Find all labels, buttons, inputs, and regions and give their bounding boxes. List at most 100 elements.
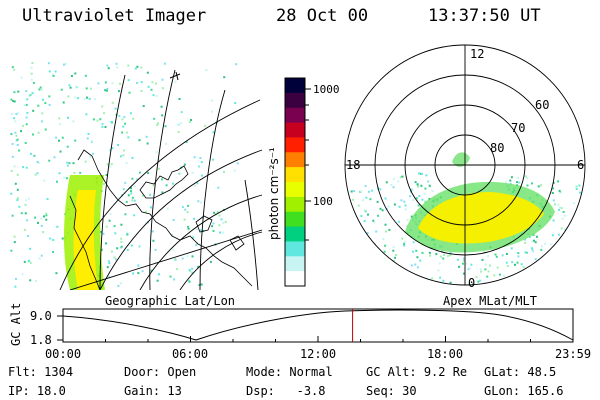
speckle-dot xyxy=(25,199,28,202)
speckle-dot xyxy=(10,169,13,172)
speckle-dot xyxy=(27,235,30,237)
speckle-dot xyxy=(424,187,427,190)
speckle-dot xyxy=(186,211,189,214)
speckle-dot xyxy=(179,172,182,175)
speckle-dot xyxy=(161,78,164,81)
speckle-dot xyxy=(537,185,540,188)
speckle-dot xyxy=(36,172,39,175)
speckle-dot xyxy=(28,197,30,200)
speckle-dot xyxy=(157,167,160,170)
speckle-dot xyxy=(531,240,534,243)
speckle-dot xyxy=(438,262,441,265)
speckle-dot xyxy=(20,212,23,215)
speckle-dot xyxy=(506,264,509,267)
speckle-dot xyxy=(516,261,519,264)
x-tick-0000: 00:00 xyxy=(45,347,81,361)
speckle-dot xyxy=(125,200,128,203)
x-tick-2359: 23:59 xyxy=(555,347,591,361)
speckle-dot xyxy=(200,201,202,204)
speckle-dot xyxy=(416,266,419,269)
speckle-dot xyxy=(138,171,141,174)
colorbar-stop xyxy=(285,107,305,124)
speckle-dot xyxy=(557,180,559,183)
speckle-dot xyxy=(33,154,36,157)
speckle-dot xyxy=(501,254,504,257)
speckle-dot xyxy=(152,184,155,187)
speckle-dot xyxy=(185,141,188,143)
speckle-dot xyxy=(392,249,395,252)
speckle-dot xyxy=(211,99,214,102)
status-flt: Flt: 1304 xyxy=(8,365,74,379)
apex-label: Apex MLat/MLT xyxy=(443,294,537,308)
speckle-dot xyxy=(558,189,561,192)
speckle-dot xyxy=(510,247,513,250)
speckle-dot xyxy=(110,120,113,123)
speckle-dot xyxy=(509,179,512,182)
speckle-dot xyxy=(158,273,160,276)
speckle-dot xyxy=(129,112,132,115)
speckle-dot xyxy=(131,199,134,202)
speckle-dot xyxy=(196,182,199,185)
speckle-dot xyxy=(423,192,426,195)
colorbar-stop xyxy=(285,182,305,198)
speckle-dot xyxy=(13,235,16,238)
colorbar-tick-1000: 1000 xyxy=(313,83,340,96)
speckle-dot xyxy=(172,219,175,221)
speckle-dot xyxy=(29,247,32,250)
speckle-dot xyxy=(72,120,75,123)
speckle-dot xyxy=(510,176,513,179)
geographic-map xyxy=(10,62,263,290)
speckle-dot xyxy=(113,225,116,228)
speckle-dot xyxy=(524,251,527,254)
speckle-dot xyxy=(85,113,88,116)
speckle-dot xyxy=(132,117,135,120)
speckle-dot xyxy=(25,103,28,106)
speckle-dot xyxy=(187,227,190,230)
speckle-dot xyxy=(31,92,34,95)
speckle-dot xyxy=(101,122,104,125)
speckle-dot xyxy=(533,269,536,271)
speckle-dot xyxy=(105,242,108,245)
speckle-dot xyxy=(573,202,576,205)
speckle-dot xyxy=(152,239,155,242)
speckle-dot xyxy=(563,214,566,217)
speckle-dot xyxy=(131,196,134,199)
speckle-dot xyxy=(468,267,471,270)
colorbar-stop xyxy=(285,122,305,139)
speckle-dot xyxy=(392,260,395,262)
speckle-dot xyxy=(43,179,46,182)
speckle-dot xyxy=(101,105,104,108)
speckle-dot xyxy=(49,237,52,240)
speckle-dot xyxy=(200,229,202,232)
speckle-dot xyxy=(87,132,90,135)
speckle-dot xyxy=(76,86,79,89)
speckle-dot xyxy=(16,188,19,191)
speckle-dot xyxy=(364,209,367,212)
speckle-dot xyxy=(516,181,519,184)
speckle-dot xyxy=(395,253,397,256)
speckle-dot xyxy=(392,246,395,249)
speckle-dot xyxy=(52,250,55,253)
speckle-dot xyxy=(66,145,69,148)
speckle-dot xyxy=(192,236,195,239)
speckle-dot xyxy=(534,258,537,261)
speckle-dot xyxy=(525,251,528,254)
speckle-dot xyxy=(404,240,407,243)
speckle-dot xyxy=(73,171,76,174)
aurora-oval-inner xyxy=(418,192,544,244)
speckle-dot xyxy=(385,230,387,233)
speckle-dot xyxy=(534,241,537,244)
speckle-dot xyxy=(37,162,40,164)
speckle-dot xyxy=(40,224,43,227)
speckle-dot xyxy=(23,260,26,263)
speckle-dot xyxy=(60,88,63,91)
speckle-dot xyxy=(23,104,26,106)
speckle-dot xyxy=(533,239,535,242)
speckle-dot xyxy=(48,95,51,98)
speckle-dot xyxy=(68,162,71,165)
x-tick-1200: 12:00 xyxy=(300,347,336,361)
speckle-dot xyxy=(48,103,51,106)
speckle-dot xyxy=(13,241,16,244)
speckle-dot xyxy=(43,215,45,218)
speckle-dot xyxy=(481,258,484,261)
